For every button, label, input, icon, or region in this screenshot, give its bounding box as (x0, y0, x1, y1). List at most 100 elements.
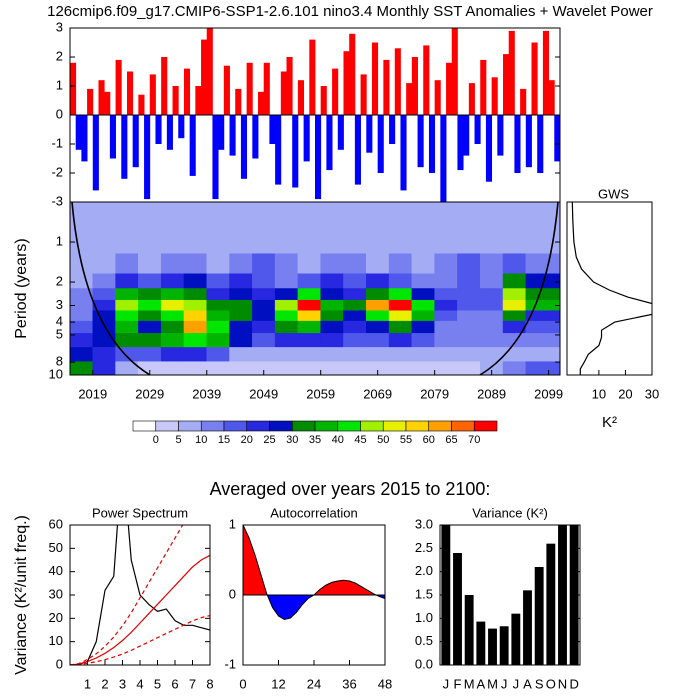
colorbar-swatch (178, 420, 202, 432)
y-tick-label: 10 (49, 366, 63, 381)
power-cell (297, 347, 321, 362)
x-tick-label: 1 (84, 676, 91, 691)
x-tick-label: 2089 (477, 386, 506, 401)
anomaly-bar (81, 115, 88, 162)
power-cell (160, 273, 185, 289)
power-cell (183, 273, 207, 289)
anomaly-bar (497, 115, 504, 156)
power-cell (206, 310, 230, 322)
anomaly-bar (218, 115, 225, 150)
y-tick-label: 2.0 (415, 563, 433, 578)
colorbar-swatch (200, 420, 225, 432)
x-tick-label: 2099 (534, 386, 563, 401)
cone-of-influence (479, 202, 559, 375)
power-cell (502, 333, 527, 348)
power-cell (343, 347, 367, 362)
power-cell (297, 273, 321, 289)
power-cell (434, 299, 458, 311)
power-cell (525, 253, 560, 275)
power-cell (138, 299, 162, 311)
power-cell (274, 299, 299, 311)
y-tick-label: 30 (49, 586, 63, 601)
power-cell (366, 347, 390, 362)
power-cell (411, 273, 435, 289)
x-tick-label: J (443, 676, 450, 691)
colorbar-label: 55 (400, 434, 412, 446)
power-cell (206, 288, 230, 301)
power-cell (366, 333, 390, 348)
negative-area (243, 595, 385, 620)
anomaly-bar (440, 115, 447, 202)
anomaly-bar (508, 30, 515, 115)
anomaly-bar (514, 115, 521, 173)
colorbar-label: 10 (195, 434, 207, 446)
power-cell (274, 333, 299, 348)
y-tick-label: 0 (56, 656, 63, 671)
power-cell (138, 320, 162, 334)
colorbar-swatch (291, 420, 316, 432)
power-cell (206, 361, 230, 375)
power-cell (366, 288, 390, 301)
plot-area (70, 525, 210, 665)
autocorrelation-line (242, 524, 386, 621)
x-tick-label: M (464, 676, 475, 691)
power-cell (411, 333, 435, 348)
power-cell (297, 202, 321, 254)
power-cell (411, 202, 435, 254)
bar (499, 626, 509, 665)
y-tick-label: -3 (51, 193, 63, 208)
power-cell (502, 310, 527, 322)
power-cell (388, 273, 413, 289)
colorbar-label: 70 (468, 434, 480, 446)
plot-frame (566, 201, 653, 376)
colorbar-swatch (451, 420, 475, 432)
power-cell (274, 347, 299, 362)
power-cell (252, 310, 276, 322)
power-cell (229, 333, 253, 348)
x-tick-label: 2079 (420, 386, 449, 401)
x-tick-label: 6 (171, 676, 178, 691)
panel-title: Variance (K²) (472, 505, 548, 520)
power-cell (274, 273, 299, 289)
power-cell (479, 288, 504, 301)
power-cell (70, 361, 94, 375)
anomaly-bar (474, 115, 481, 144)
power-cell (388, 202, 413, 254)
y-tick-label: 3.0 (415, 516, 433, 531)
y-tick-label: 2 (56, 48, 63, 63)
power-cell (320, 333, 344, 348)
power-cell (320, 310, 344, 322)
y-tick-label: 8 (56, 354, 63, 369)
y-tick-label: 2 (56, 273, 63, 288)
anomaly-bar (343, 51, 350, 115)
bar (488, 628, 497, 665)
power-cell (160, 299, 185, 311)
anomaly-bar (394, 48, 401, 115)
anomaly-bar (183, 68, 191, 115)
anomaly-bar (417, 115, 424, 168)
anomaly-bar (126, 71, 134, 115)
power-cell (434, 253, 458, 275)
power-cell (457, 202, 481, 254)
power-cell (297, 253, 321, 275)
power-cell (297, 361, 321, 375)
x-tick-label: 2029 (135, 386, 164, 401)
power-cell (115, 347, 139, 362)
power-cell (320, 253, 344, 275)
bar (546, 543, 556, 665)
colorbar-swatch (473, 420, 498, 432)
power-cell (502, 253, 527, 275)
power-cell (457, 333, 481, 348)
anomaly-bar (337, 115, 344, 150)
power-cell (366, 273, 390, 289)
colorbar-label: 60 (423, 434, 435, 446)
power-cell (138, 273, 162, 289)
anomaly-bar (371, 42, 379, 115)
power-cell (252, 347, 276, 362)
power-cell (502, 202, 527, 254)
anomaly-bar (400, 115, 407, 191)
colorbar-label: 20 (241, 434, 253, 446)
power-cell (297, 288, 321, 301)
plot-area (441, 525, 579, 665)
power-cell (297, 299, 321, 311)
